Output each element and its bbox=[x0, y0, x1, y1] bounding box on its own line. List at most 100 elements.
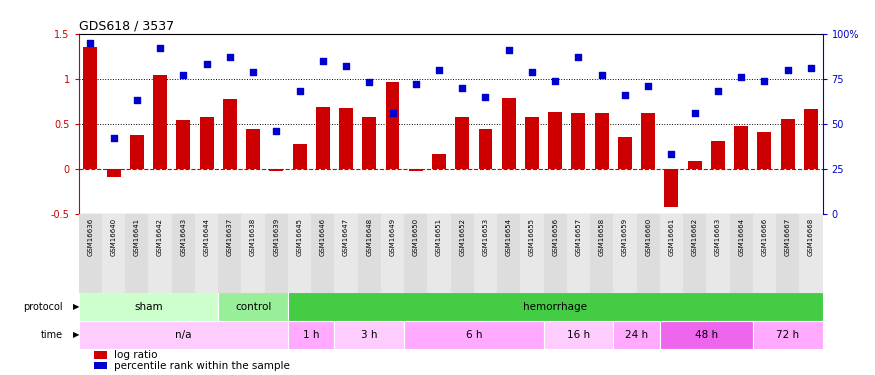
Point bbox=[501, 47, 515, 53]
Bar bbox=[177, 120, 191, 169]
Point bbox=[246, 69, 260, 75]
Point bbox=[549, 78, 563, 84]
Text: 1 h: 1 h bbox=[303, 330, 319, 340]
Bar bbox=[288, 214, 312, 292]
Bar bbox=[200, 117, 214, 169]
Bar bbox=[637, 214, 660, 292]
Text: GSM16653: GSM16653 bbox=[482, 217, 488, 256]
Bar bbox=[525, 117, 539, 169]
Bar bbox=[664, 169, 678, 207]
Bar bbox=[94, 351, 107, 359]
Bar bbox=[618, 137, 632, 169]
Point bbox=[107, 135, 121, 141]
Text: GSM16639: GSM16639 bbox=[273, 217, 279, 256]
Point bbox=[710, 88, 724, 94]
Bar bbox=[799, 214, 822, 292]
Bar bbox=[501, 98, 515, 169]
Point bbox=[455, 85, 469, 91]
Text: GSM16649: GSM16649 bbox=[389, 217, 396, 256]
Bar bbox=[474, 214, 497, 292]
Text: GSM16660: GSM16660 bbox=[645, 217, 651, 256]
Bar bbox=[758, 132, 772, 169]
Text: 3 h: 3 h bbox=[361, 330, 377, 340]
Bar bbox=[334, 214, 358, 292]
Point bbox=[292, 88, 306, 94]
Text: sham: sham bbox=[134, 302, 163, 312]
Bar bbox=[590, 214, 613, 292]
Text: GSM16652: GSM16652 bbox=[459, 217, 466, 256]
Bar bbox=[79, 292, 218, 321]
Text: GSM16664: GSM16664 bbox=[738, 217, 744, 256]
Bar bbox=[381, 214, 404, 292]
Text: GSM16640: GSM16640 bbox=[110, 217, 116, 256]
Bar bbox=[265, 214, 288, 292]
Bar bbox=[223, 99, 237, 169]
Text: GSM16642: GSM16642 bbox=[158, 217, 163, 256]
Text: control: control bbox=[234, 302, 271, 312]
Bar bbox=[94, 362, 107, 369]
Bar bbox=[479, 129, 493, 169]
Bar bbox=[543, 321, 613, 349]
Point bbox=[316, 58, 330, 64]
Text: GSM16668: GSM16668 bbox=[808, 217, 814, 256]
Bar bbox=[149, 214, 172, 292]
Point bbox=[432, 67, 446, 73]
Bar bbox=[595, 113, 609, 169]
Bar bbox=[362, 117, 376, 169]
Bar bbox=[195, 214, 218, 292]
Text: GSM16645: GSM16645 bbox=[297, 217, 303, 256]
Bar bbox=[688, 160, 702, 169]
Text: protocol: protocol bbox=[23, 302, 62, 312]
Bar bbox=[543, 214, 567, 292]
Bar bbox=[312, 214, 334, 292]
Bar bbox=[125, 214, 149, 292]
Point bbox=[479, 94, 493, 100]
Point bbox=[758, 78, 772, 84]
Text: GSM16663: GSM16663 bbox=[715, 217, 721, 256]
Point bbox=[595, 72, 609, 78]
Bar bbox=[683, 214, 706, 292]
Bar bbox=[102, 214, 125, 292]
Bar bbox=[409, 169, 423, 171]
Bar bbox=[79, 321, 288, 349]
Point bbox=[130, 98, 144, 104]
Bar bbox=[246, 129, 260, 169]
Point bbox=[571, 54, 585, 60]
Text: GSM16657: GSM16657 bbox=[576, 217, 582, 256]
Text: GSM16636: GSM16636 bbox=[88, 217, 94, 256]
Bar bbox=[613, 214, 637, 292]
Bar bbox=[804, 110, 818, 169]
Text: GSM16644: GSM16644 bbox=[204, 217, 210, 256]
Text: ▶: ▶ bbox=[74, 302, 80, 311]
Point bbox=[525, 69, 539, 75]
Bar bbox=[752, 321, 822, 349]
Bar bbox=[451, 214, 474, 292]
Bar bbox=[497, 214, 521, 292]
Text: GSM16656: GSM16656 bbox=[552, 217, 558, 256]
Bar bbox=[316, 106, 330, 169]
Text: GSM16662: GSM16662 bbox=[691, 217, 697, 256]
Bar bbox=[432, 154, 446, 169]
Bar bbox=[79, 214, 102, 292]
Bar bbox=[340, 108, 353, 169]
Bar bbox=[218, 214, 242, 292]
Bar bbox=[83, 47, 97, 169]
Point bbox=[200, 62, 214, 68]
Bar bbox=[752, 214, 776, 292]
Bar bbox=[660, 321, 752, 349]
Point bbox=[153, 45, 167, 51]
Bar bbox=[780, 119, 794, 169]
Text: GSM16651: GSM16651 bbox=[436, 217, 442, 256]
Bar bbox=[521, 214, 543, 292]
Text: GSM16667: GSM16667 bbox=[785, 217, 791, 256]
Bar bbox=[107, 169, 121, 177]
Text: hemorrhage: hemorrhage bbox=[523, 302, 587, 312]
Point bbox=[734, 74, 748, 80]
Point bbox=[270, 128, 284, 134]
Text: 24 h: 24 h bbox=[625, 330, 648, 340]
Text: percentile rank within the sample: percentile rank within the sample bbox=[115, 361, 290, 370]
Bar bbox=[613, 321, 660, 349]
Bar bbox=[288, 321, 334, 349]
Bar bbox=[734, 126, 748, 169]
Text: GSM16661: GSM16661 bbox=[668, 217, 675, 256]
